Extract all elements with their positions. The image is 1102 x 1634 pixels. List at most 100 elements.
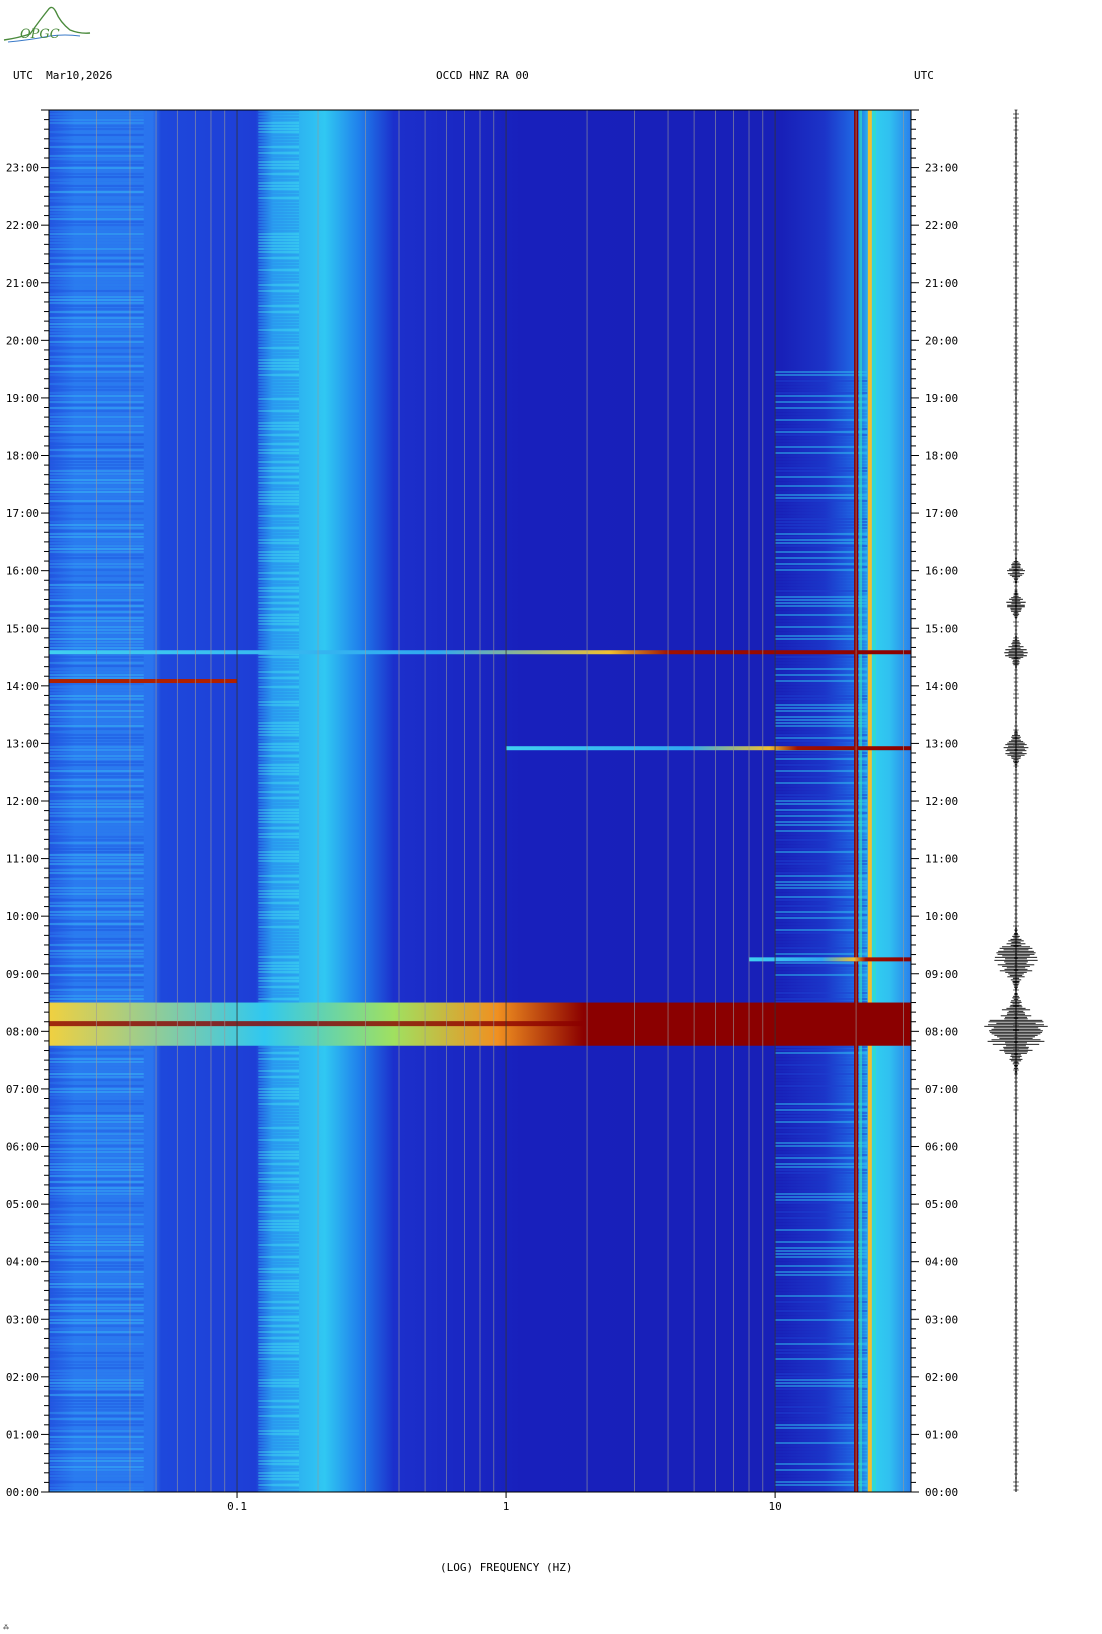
texture-row-high <box>775 386 868 388</box>
texture-row-high <box>775 830 868 832</box>
texture-row-high <box>775 467 868 469</box>
texture-row-high <box>775 1109 868 1111</box>
texture-row-high <box>775 1256 868 1258</box>
texture-row-mid <box>258 1256 300 1258</box>
texture-row-mid <box>258 1076 300 1078</box>
texture-row-mid <box>258 524 300 526</box>
texture-row-high <box>775 428 868 430</box>
texture-row-mid <box>258 611 300 613</box>
texture-row-mid <box>258 1475 300 1477</box>
texture-row-mid <box>258 542 300 544</box>
texture-row-high <box>775 1475 868 1477</box>
texture-row-high <box>775 725 868 727</box>
texture-row-mid <box>258 686 300 688</box>
right-time-label: 23:00 <box>925 162 958 175</box>
texture-row-high <box>775 911 868 913</box>
texture-row-high <box>775 440 868 442</box>
texture-row-high <box>775 1160 868 1162</box>
frequency-axis: 0.1 1 10 <box>227 1492 782 1513</box>
texture-row-mid <box>258 938 300 940</box>
header-left: UTC Mar10,2026 <box>13 69 113 82</box>
texture-row-high <box>775 536 868 538</box>
texture-row-mid <box>258 875 300 877</box>
texture-row-high <box>775 1226 868 1228</box>
texture-row-mid <box>258 455 300 457</box>
texture-row-mid <box>258 1349 300 1351</box>
texture-row-mid <box>258 1463 300 1465</box>
texture-row-mid <box>258 1391 300 1393</box>
texture-row-mid <box>258 722 300 724</box>
texture-row-mid <box>258 437 300 439</box>
texture-row-high <box>775 431 868 433</box>
texture-row-mid <box>258 509 300 511</box>
texture-row-mid <box>258 1358 300 1360</box>
texture-row-mid <box>258 1202 300 1204</box>
texture-row-mid <box>258 269 300 271</box>
header-right: UTC <box>914 69 934 82</box>
left-time-label: 22:00 <box>6 219 39 232</box>
texture-row-high <box>775 983 868 985</box>
texture-row-mid <box>258 299 300 301</box>
texture-row-high <box>775 728 868 730</box>
texture-row-mid <box>258 494 300 496</box>
texture-row-mid <box>258 314 300 316</box>
texture-row-mid <box>258 614 300 616</box>
texture-row-high <box>775 635 868 637</box>
texture-row-high <box>775 977 868 979</box>
texture-row-high <box>775 1259 868 1261</box>
texture-row-mid <box>258 968 300 970</box>
texture-row-mid <box>258 1319 300 1321</box>
texture-row-mid <box>258 734 300 736</box>
texture-row-mid <box>258 242 300 244</box>
texture-row-high <box>775 824 868 826</box>
texture-row-high <box>775 1469 868 1471</box>
texture-row-mid <box>258 488 300 490</box>
texture-row-mid <box>258 992 300 994</box>
texture-row-high <box>775 941 868 943</box>
texture-row-mid <box>258 281 300 283</box>
texture-row-high <box>775 887 868 889</box>
texture-row-high <box>775 1421 868 1423</box>
texture-row-high <box>775 809 868 811</box>
texture-row-high <box>775 1253 868 1255</box>
texture-row-mid <box>258 413 300 415</box>
texture-row-mid <box>258 1127 300 1129</box>
texture-row-mid <box>258 887 300 889</box>
texture-row-mid <box>258 308 300 310</box>
texture-row-mid <box>258 1310 300 1312</box>
texture-row-mid <box>258 203 300 205</box>
texture-row-mid <box>258 977 300 979</box>
texture-row-mid <box>258 404 300 406</box>
texture-row-high <box>775 785 868 787</box>
texture-row-mid <box>258 446 300 448</box>
texture-row-high <box>775 713 868 715</box>
texture-row-high <box>775 1196 868 1198</box>
texture-row-mid <box>258 1121 300 1123</box>
texture-row-high <box>775 770 868 772</box>
texture-row-mid <box>258 674 300 676</box>
texture-row-high <box>775 1397 868 1399</box>
texture-row-high <box>775 1055 868 1057</box>
texture-row-high <box>775 1175 868 1177</box>
texture-row-high <box>775 860 868 862</box>
texture-row-mid <box>258 1307 300 1309</box>
texture-row-mid <box>258 458 300 460</box>
texture-row-mid <box>258 893 300 895</box>
texture-row-high <box>775 1238 868 1240</box>
texture-row-high <box>775 1310 868 1312</box>
texture-row-high <box>775 1151 868 1153</box>
texture-row-high <box>775 908 868 910</box>
texture-row-mid <box>258 812 300 814</box>
texture-row-mid <box>258 1142 300 1144</box>
right-time-label: 09:00 <box>925 968 958 981</box>
texture-row-mid <box>258 1388 300 1390</box>
texture-row-mid <box>258 143 300 145</box>
texture-row-mid <box>258 1352 300 1354</box>
texture-row-high <box>775 1166 868 1168</box>
texture-row-mid <box>258 149 300 151</box>
texture-row-mid <box>258 167 300 169</box>
texture-row-mid <box>258 743 300 745</box>
texture-row-high <box>775 716 868 718</box>
left-time-label: 03:00 <box>6 1313 39 1326</box>
texture-row-mid <box>258 260 300 262</box>
